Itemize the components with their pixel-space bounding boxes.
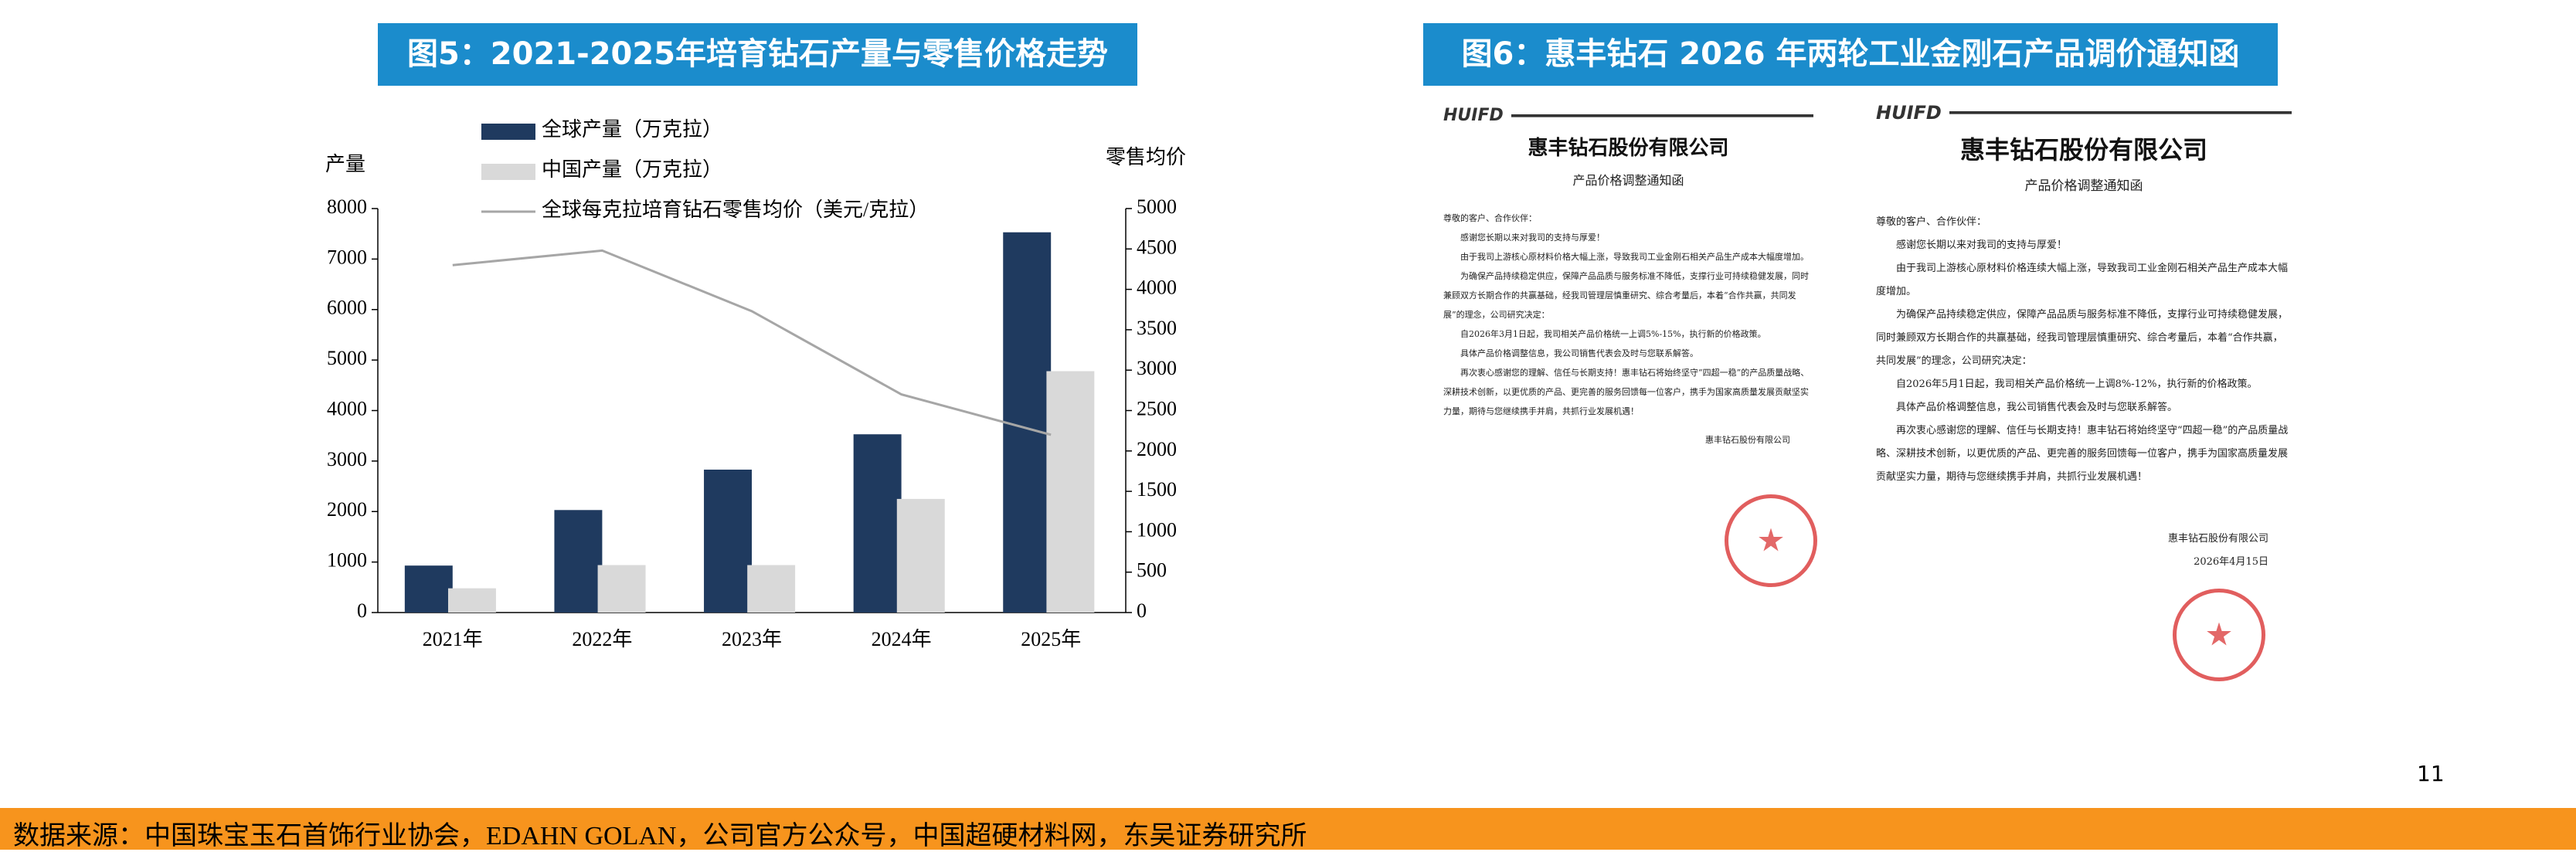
y2-tick-label: 1500 — [1137, 478, 1177, 501]
legend-label: 全球每克拉培育钻石零售均价（美元/克拉） — [542, 199, 929, 221]
x-tick-label: 2024年 — [872, 628, 932, 650]
bar — [896, 498, 945, 613]
bar — [447, 588, 496, 613]
y-axis-label: 产量 — [325, 153, 365, 175]
logo-row: HUIFD — [1876, 101, 2292, 124]
paragraph: 再次衷心感谢您的理解、信任与长期支持！惠丰钻石将始终坚守“四超一稳”的产品质量战… — [1443, 368, 1810, 416]
chart-title: 图5：2021-2025年培育钻石产量与零售价格走势 — [378, 23, 1137, 86]
line — [452, 249, 1052, 436]
seal — [2173, 589, 2265, 681]
y-tick-label: 1000 — [327, 549, 367, 572]
bar — [1003, 232, 1052, 613]
bar — [747, 565, 796, 613]
legend-swatch — [481, 164, 535, 180]
paragraph: 自2026年5月1日起，我司相关产品价格统一上调8%-12%，执行新的价格政策。 — [1896, 378, 2258, 390]
logo-row: HUIFD — [1443, 106, 1813, 125]
company-name: 惠丰钻石股份有限公司 — [1959, 135, 2207, 165]
paragraph: 具体产品价格调整信息，我公司销售代表会及时与您联系解答。 — [1460, 348, 1698, 358]
paragraph: 自2026年3月1日起，我司相关产品价格统一上调5%-15%，执行新的价格政策。 — [1460, 329, 1766, 339]
bar — [704, 469, 752, 613]
legend-label: 全球产量（万克拉） — [542, 118, 722, 141]
paragraph: 再次衷心感谢您的理解、信任与长期支持！惠丰钻石将始终坚守“四超一稳”的产品质量战… — [1876, 425, 2289, 483]
footer-bar: 数据来源：中国珠宝玉石首饰行业协会，EDAHN GOLAN，公司官方公众号，中国… — [0, 808, 2576, 850]
logo-rule — [1511, 114, 1813, 117]
x-tick-label: 2025年 — [1021, 628, 1081, 650]
y-tick-label: 6000 — [327, 297, 367, 319]
y2-axis-label: 零售均价 — [1106, 146, 1186, 168]
bar — [1046, 371, 1095, 613]
notice-subject: 产品价格调整通知函 — [2024, 178, 2143, 194]
y2-tick-label: 2000 — [1137, 438, 1177, 460]
paragraph: 具体产品价格调整信息，我公司销售代表会及时与您联系解答。 — [1896, 402, 2178, 413]
y2-tick-label: 500 — [1137, 559, 1167, 582]
y2-tick-label: 0 — [1137, 599, 1147, 622]
signature: 惠丰钻石股份有限公司 — [2167, 533, 2268, 545]
seal — [1725, 494, 1817, 587]
bar — [554, 510, 603, 613]
y2-tick-label: 4500 — [1137, 236, 1177, 258]
y-tick-label: 8000 — [327, 195, 367, 218]
y-tick-label: 3000 — [327, 448, 367, 470]
x-tick-label: 2022年 — [572, 628, 632, 650]
y2-tick-label: 3000 — [1137, 357, 1177, 379]
logo-rule — [1949, 111, 2292, 114]
y2-tick-label: 2500 — [1137, 397, 1177, 419]
notice-subject: 产品价格调整通知函 — [1572, 173, 1684, 188]
notice-document: HUIFD 惠丰钻石股份有限公司 产品价格调整通知函 尊敬的客户、合作伙伴： 感谢您长期… — [1867, 90, 2301, 677]
company-name: 惠丰钻石股份有限公司 — [1528, 137, 1729, 160]
paragraph: 为确保产品持续稳定供应，保障产品品质与服务标准不降低，支撑行业可持续稳健发展，同… — [1443, 271, 1809, 320]
paragraph: 尊敬的客户、合作伙伴： — [1876, 216, 1987, 228]
logo: HUIFD — [1876, 102, 1942, 124]
chart: 0 1000 2000 3000 4000 5000 6000 7000 8000 0 500 100… — [325, 118, 1186, 650]
bar — [597, 565, 646, 613]
y-tick-label: 4000 — [327, 397, 367, 419]
paragraph: 为确保产品持续稳定供应，保障产品品质与服务标准不降低，支撑行业可持续稳健发展，同… — [1876, 309, 2289, 367]
y2-tick-label: 3500 — [1137, 317, 1177, 339]
y-tick-label: 7000 — [327, 246, 367, 268]
legend-label: 中国产量（万克拉） — [542, 158, 722, 181]
y2-tick-label: 1000 — [1137, 518, 1177, 541]
y-tick-label: 0 — [357, 599, 367, 622]
y2-tick-label: 5000 — [1137, 195, 1177, 218]
bar — [404, 565, 453, 613]
figure-title: 图6：惠丰钻石 2026 年两轮工业金刚石产品调价通知函 — [1423, 23, 2278, 86]
logo: HUIFD — [1443, 106, 1504, 125]
paragraph: 感谢您长期以来对我司的支持与厚爱！ — [1896, 239, 2068, 251]
paragraph: 由于我司上游核心原材料价格连续大幅上涨，导致我司工业金刚石相关产品生产成本大幅度… — [1876, 263, 2289, 297]
notice-document: HUIFD 惠丰钻石股份有限公司 产品价格调整通知函 尊敬的客户、合作伙伴： 感谢您长期… — [1429, 95, 1827, 558]
bar — [853, 434, 902, 613]
paragraph: 尊敬的客户、合作伙伴： — [1443, 213, 1537, 223]
y-tick-label: 5000 — [327, 347, 367, 369]
paragraph: 感谢您长期以来对我司的支持与厚爱！ — [1460, 233, 1605, 243]
y2-tick-label: 4000 — [1137, 277, 1177, 299]
page-number: 11 — [2417, 761, 2445, 786]
legend-swatch — [481, 124, 535, 140]
x-tick-label: 2023年 — [722, 628, 782, 650]
x-tick-label: 2021年 — [423, 628, 483, 650]
date: 2026年4月15日 — [2194, 556, 2268, 568]
signature: 惠丰钻石股份有限公司 — [1705, 435, 1790, 445]
paragraph: 由于我司上游核心原材料价格大幅上涨，导致我司工业金刚石相关产品生产成本大幅度增加… — [1460, 252, 1809, 262]
y-tick-label: 2000 — [327, 498, 367, 521]
source-note: 数据来源：中国珠宝玉石首饰行业协会，EDAHN GOLAN，公司官方公众号，中国… — [13, 822, 1307, 850]
